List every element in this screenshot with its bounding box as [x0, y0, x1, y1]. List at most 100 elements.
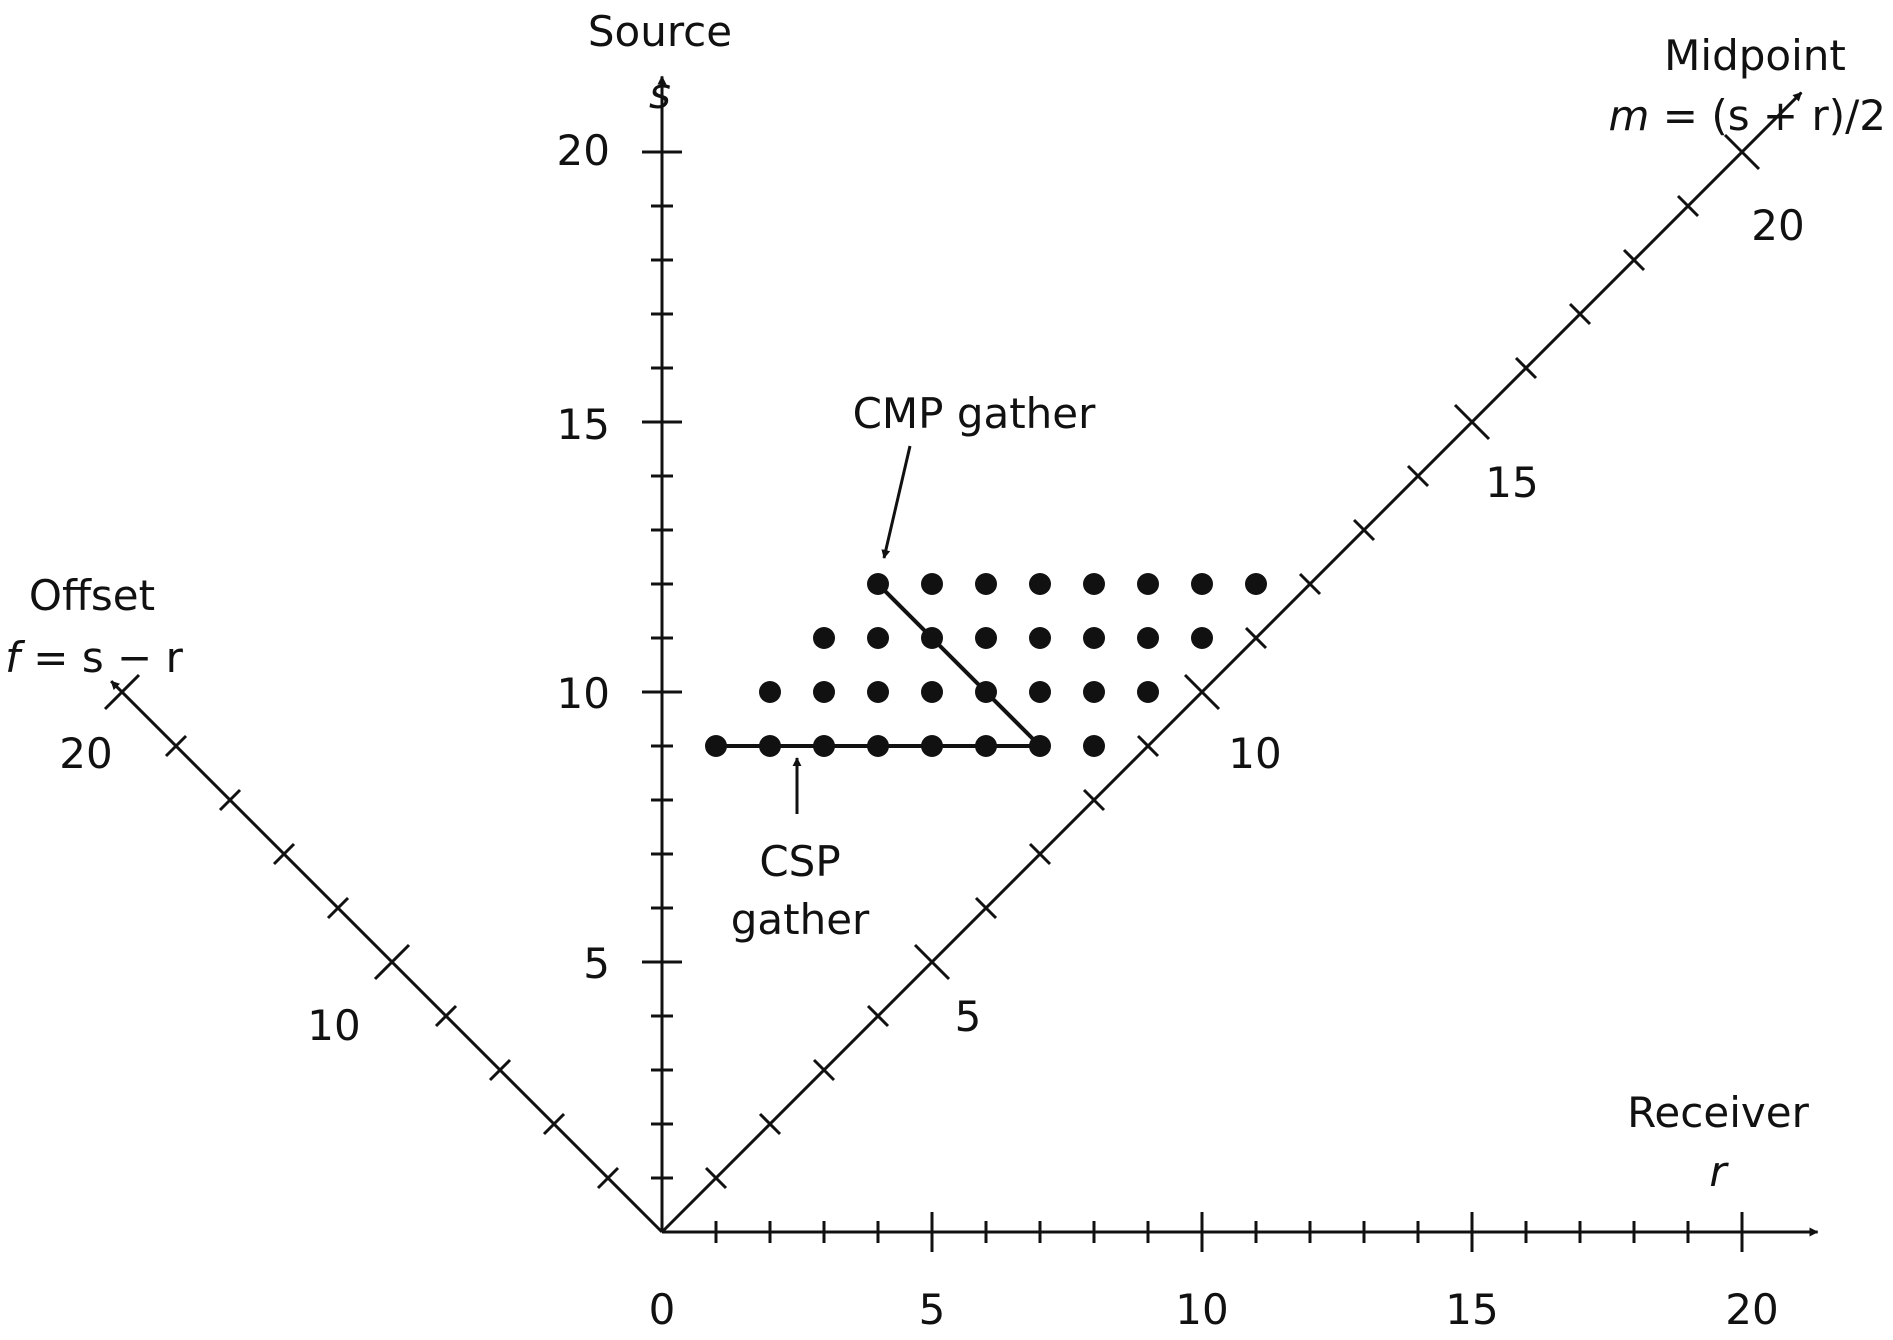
trace-point — [975, 681, 997, 703]
receiver-axis-symbol: r — [1709, 1147, 1729, 1196]
offset-axis-formula: f = s − r — [5, 633, 183, 682]
midpoint-tick-mark — [1676, 194, 1700, 218]
midpoint-tick-mark — [1183, 673, 1221, 711]
trace-point — [813, 681, 835, 703]
cmp-gather-arrow — [881, 445, 912, 559]
trace-point — [1029, 735, 1051, 757]
midpoint-tick-5: 5 — [955, 992, 982, 1041]
midpoint-tick-mark — [974, 896, 998, 920]
offset-tick-mark — [542, 1112, 566, 1136]
midpoint-tick-mark — [1514, 356, 1538, 380]
gather-lines — [716, 582, 1042, 748]
midpoint-tick-mark — [812, 1058, 836, 1082]
offset-tick-mark — [488, 1058, 512, 1082]
trace-point — [1191, 627, 1213, 649]
trace-point — [921, 573, 943, 595]
receiver-tick-20: 20 — [1725, 1285, 1778, 1334]
midpoint-tick-mark — [1082, 788, 1106, 812]
source-axis-title: Source — [588, 7, 732, 56]
trace-point — [975, 573, 997, 595]
midpoint-tick-mark — [1244, 626, 1268, 650]
source-axis-symbol: s — [649, 69, 671, 118]
source-tick-20: 20 — [557, 126, 610, 175]
trace-point — [1083, 681, 1105, 703]
trace-point — [975, 627, 997, 649]
csp-gather-label-line2: gather — [731, 895, 870, 944]
midpoint-tick-10: 10 — [1228, 729, 1281, 778]
midpoint-axis-formula: m = (s + r)/2 — [1609, 91, 1887, 140]
trace-point — [1083, 627, 1105, 649]
midpoint-tick-mark — [1028, 842, 1052, 866]
midpoint-tick-mark — [913, 943, 951, 981]
trace-point — [921, 627, 943, 649]
offset-tick-mark — [434, 1004, 458, 1028]
receiver-axis-title: Receiver — [1627, 1088, 1809, 1137]
cmp-gather-line — [876, 582, 1042, 748]
midpoint-tick-mark — [704, 1166, 728, 1190]
receiver-tick-10: 10 — [1175, 1285, 1228, 1334]
cmp-gather-label: CMP gather — [853, 389, 1097, 438]
trace-point — [921, 735, 943, 757]
trace-point — [867, 681, 889, 703]
midpoint-axis-line — [660, 91, 1803, 1234]
midpoint-tick-mark — [758, 1112, 782, 1136]
source-tick-10: 10 — [557, 669, 610, 718]
offset-tick-10: 10 — [307, 1001, 360, 1050]
csp-gather-label-line1: CSP — [759, 837, 840, 886]
trace-point — [867, 573, 889, 595]
midpoint-formula-expression: = (s + r)/2 — [1649, 91, 1886, 140]
midpoint-tick-20: 20 — [1751, 201, 1804, 250]
trace-point — [867, 735, 889, 757]
trace-point — [1137, 681, 1159, 703]
trace-point — [1137, 627, 1159, 649]
data-points — [705, 573, 1267, 757]
midpoint-tick-mark — [1406, 464, 1430, 488]
midpoint-tick-mark — [1723, 133, 1761, 171]
offset-tick-mark — [103, 673, 141, 711]
source-tick-5: 5 — [583, 939, 610, 988]
trace-point — [975, 735, 997, 757]
trace-point — [1137, 573, 1159, 595]
midpoint-axis-title: Midpoint — [1664, 31, 1846, 80]
offset-formula-expression: = s − r — [20, 633, 184, 682]
ticks-group — [103, 133, 1761, 1252]
trace-point — [813, 735, 835, 757]
offset-tick-20: 20 — [59, 729, 112, 778]
offset-tick-mark — [218, 788, 242, 812]
receiver-tick-15: 15 — [1445, 1285, 1498, 1334]
trace-point — [1245, 573, 1267, 595]
receiver-tick-5: 5 — [919, 1285, 946, 1334]
trace-point — [1029, 681, 1051, 703]
annotation-arrows — [792, 445, 912, 814]
midpoint-formula-symbol: m — [1609, 91, 1650, 140]
midpoint-tick-mark — [1453, 403, 1491, 441]
trace-point — [705, 735, 727, 757]
midpoint-tick-mark — [866, 1004, 890, 1028]
trace-point — [921, 681, 943, 703]
offset-tick-mark — [272, 842, 296, 866]
offset-tick-mark — [596, 1166, 620, 1190]
trace-point — [1029, 573, 1051, 595]
offset-axis-title: Offset — [29, 571, 155, 620]
offset-axis-line — [110, 680, 664, 1234]
trace-point — [759, 735, 781, 757]
offset-tick-mark — [326, 896, 350, 920]
midpoint-tick-15: 15 — [1485, 458, 1538, 507]
offset-tick-mark — [373, 943, 411, 981]
trace-point — [1083, 735, 1105, 757]
trace-point — [759, 681, 781, 703]
source-tick-15: 15 — [557, 400, 610, 449]
trace-point — [1083, 573, 1105, 595]
midpoint-tick-mark — [1622, 248, 1646, 272]
midpoint-tick-mark — [1136, 734, 1160, 758]
midpoint-tick-mark — [1298, 572, 1322, 596]
axes-group — [110, 75, 1819, 1237]
trace-point — [813, 627, 835, 649]
trace-point — [1191, 573, 1213, 595]
midpoint-tick-mark — [1568, 302, 1592, 326]
trace-point — [867, 627, 889, 649]
trace-point — [1029, 627, 1051, 649]
midpoint-tick-mark — [1352, 518, 1376, 542]
